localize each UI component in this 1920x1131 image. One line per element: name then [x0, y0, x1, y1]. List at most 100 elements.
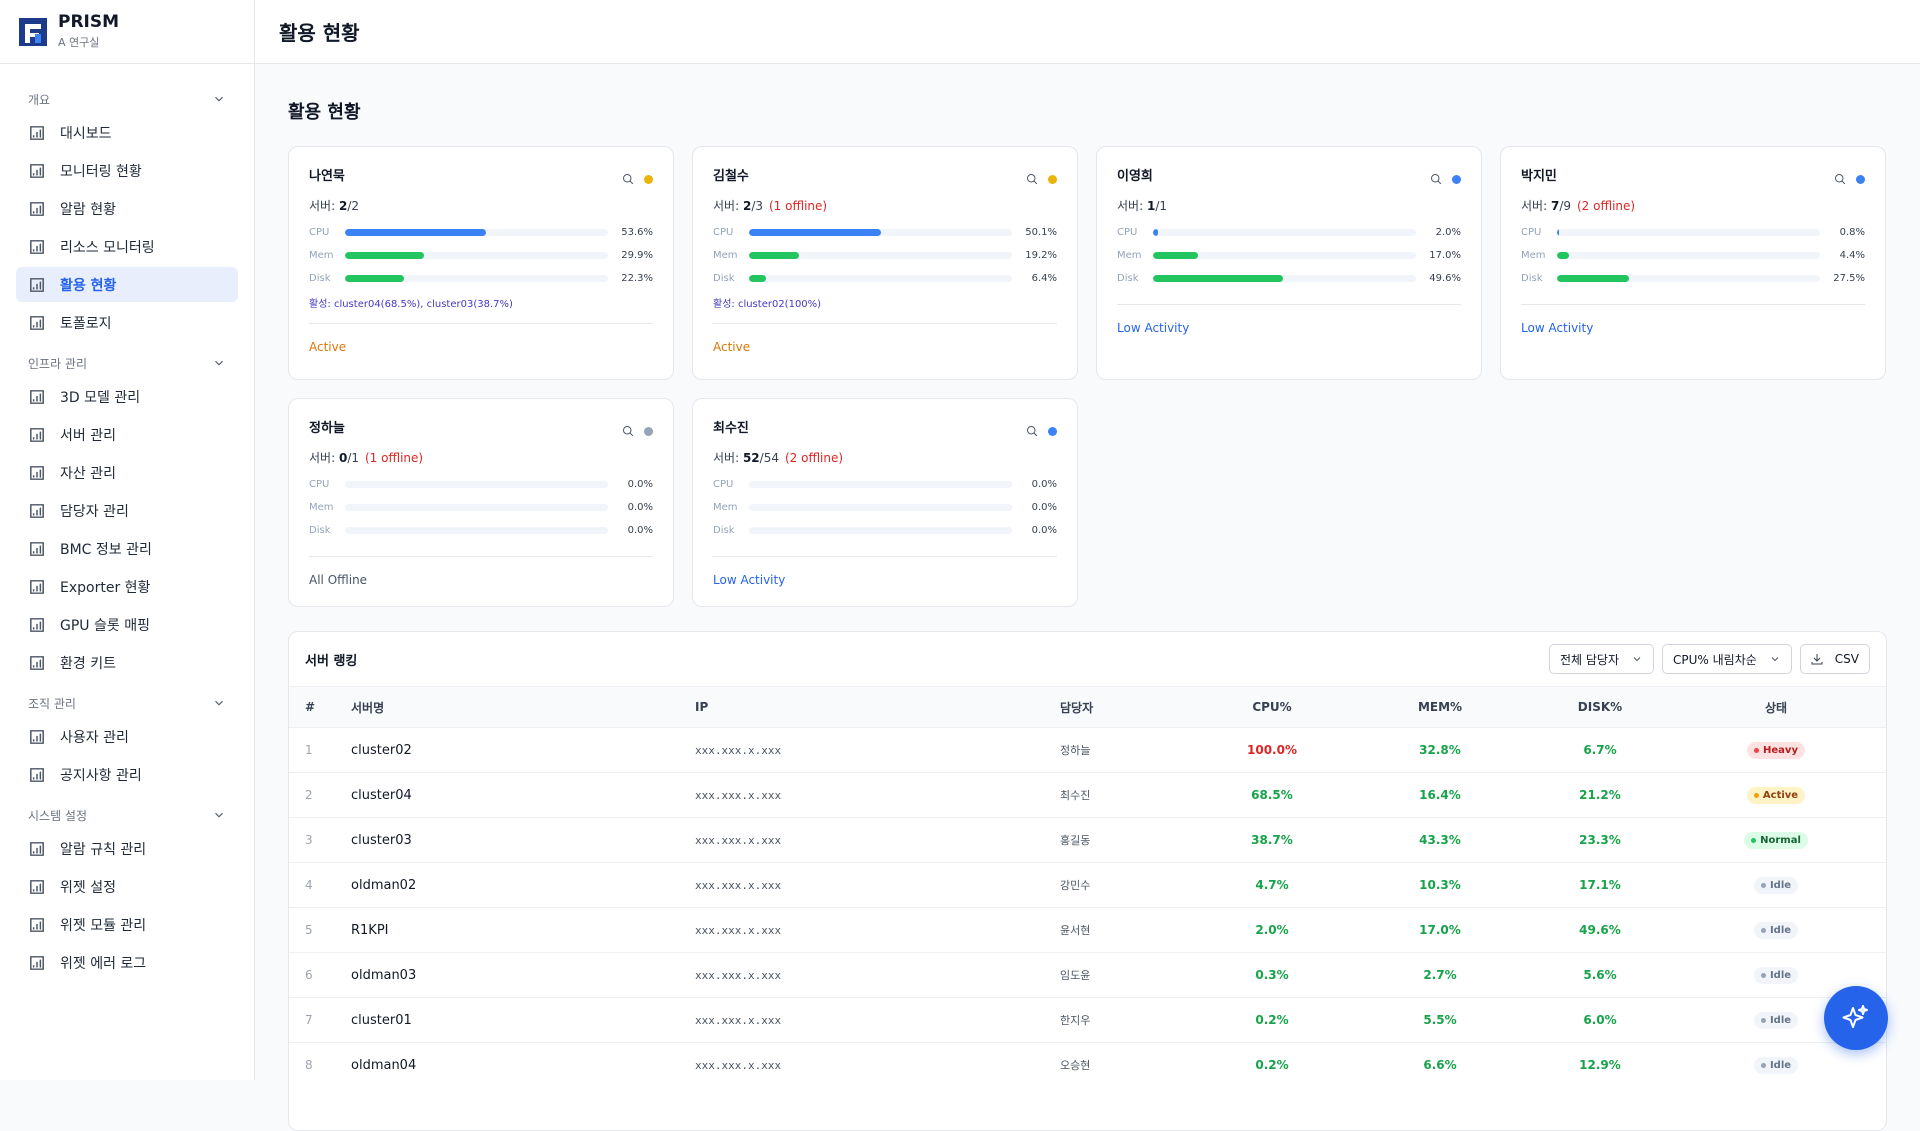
badge-label: Idle [1769, 879, 1792, 891]
csv-button[interactable]: CSV [1799, 644, 1870, 674]
metric-value: 22.3% [621, 273, 653, 284]
owner-name: 박지민 [1521, 169, 1557, 184]
cell: 0.2% [1255, 1013, 1289, 1027]
nav-item[interactable]: 서버 관리 [16, 417, 238, 452]
cell: 100.0% [1247, 743, 1297, 757]
nav-label: 3D 모델 관리 [60, 389, 141, 406]
brand: PRISM A 연구실 [0, 0, 254, 64]
servers-up: 1 [1146, 199, 1156, 213]
table-row[interactable]: 4 oldman02 xxx.xxx.x.xxx 강민수 4.7% 10.3% 17.1% I… [289, 862, 1886, 907]
cell: 23.3% [1579, 833, 1621, 847]
cell: 한지우 [1060, 1014, 1091, 1027]
nav-item[interactable]: GPU 슬롯 매핑 [16, 607, 238, 642]
nav-item[interactable]: 위젯 모듈 관리 [16, 907, 238, 942]
nav-group-title: 시스템 설정 [28, 808, 88, 823]
nav-item[interactable]: 사용자 관리 [16, 719, 238, 754]
nav-item[interactable]: 위젯 설정 [16, 869, 238, 904]
nav-item[interactable]: 활용 현황 [16, 267, 238, 302]
badge-dot [1760, 882, 1766, 888]
nav-item[interactable]: 알람 규칙 관리 [16, 831, 238, 866]
cell: 17.1% [1579, 878, 1621, 892]
nav-group[interactable]: 조직 관리 [16, 690, 238, 716]
badge-label: Idle [1769, 1014, 1792, 1026]
table-row[interactable]: 2 cluster04 xxx.xxx.x.xxx 최수진 68.5% 16.4% 21.2… [289, 772, 1886, 817]
icon [30, 655, 44, 670]
nav-item[interactable]: 담당자 관리 [16, 493, 238, 528]
nav-item[interactable]: Exporter 현황 [16, 569, 238, 604]
icon [215, 700, 223, 706]
badge-label: Idle [1769, 1059, 1792, 1071]
metric-label: CPU [1521, 227, 1542, 238]
table-row[interactable]: 5 R1KPI xxx.xxx.x.xxx 윤서현 2.0% 17.0% 49.6% Idle [289, 907, 1886, 952]
card-icons [622, 170, 653, 189]
filter-select[interactable]: CPU% 내림차순 [1662, 644, 1792, 674]
nav-item[interactable]: 모니터링 현황 [16, 153, 238, 188]
separator [309, 323, 653, 324]
metric-label: Disk [1117, 273, 1139, 284]
search-button[interactable] [1026, 170, 1038, 189]
cell: 8 [305, 1058, 313, 1072]
cell: xxx.xxx.x.xxx [695, 1013, 782, 1027]
nav-item[interactable]: 공지사항 관리 [16, 757, 238, 792]
icon [1027, 426, 1038, 437]
icon [623, 426, 634, 437]
search-button[interactable] [622, 170, 634, 189]
cell: 7 [305, 1013, 313, 1027]
icon [30, 239, 44, 254]
metric-value: 50.1% [1025, 227, 1057, 238]
cell: 5.5% [1423, 1013, 1457, 1027]
nav-item[interactable]: 대시보드 [16, 115, 238, 150]
search-button[interactable] [622, 422, 634, 441]
nav-label: 모니터링 현황 [60, 163, 142, 180]
search-button[interactable] [1430, 170, 1442, 189]
owner-name: 최수진 [713, 421, 749, 436]
search-button[interactable] [1026, 422, 1038, 441]
status-cell: Idle [1664, 876, 1886, 894]
filter-select[interactable]: 전체 담당자 [1548, 644, 1654, 674]
nav-label: 환경 키트 [60, 655, 116, 672]
cell: 43.3% [1419, 833, 1461, 847]
nav-item[interactable]: 환경 키트 [16, 645, 238, 680]
cell: 68.5% [1251, 788, 1293, 802]
cell: 1 [305, 743, 313, 757]
nav-item[interactable]: 3D 모델 관리 [16, 379, 238, 414]
table-row[interactable]: 7 cluster01 xxx.xxx.x.xxx 한지우 0.2% 5.5% 6.0% Id… [289, 997, 1886, 1042]
nav-label: 공지사항 관리 [60, 767, 142, 784]
separator [1117, 304, 1461, 305]
search-button[interactable] [1834, 170, 1846, 189]
metric-label: Mem [309, 250, 334, 261]
metric-label: Mem [309, 502, 334, 513]
table-row[interactable]: 8 oldman04 xxx.xxx.x.xxx 오승현 0.2% 6.6% 12.9% Id… [289, 1042, 1886, 1087]
table-row[interactable]: 1 cluster02 xxx.xxx.x.xxx 정하늘 100.0% 32.8% 6.7… [289, 727, 1886, 772]
icon [1771, 657, 1779, 662]
metric-track [749, 527, 1012, 534]
card-icons [1430, 170, 1461, 189]
server-count: 서버: 0/1 (1 offline) [309, 449, 653, 467]
cell: 오승현 [1060, 1059, 1091, 1072]
assistant-button[interactable] [1824, 986, 1888, 1050]
cell: 10.3% [1419, 878, 1461, 892]
servers-up: 2 [742, 199, 752, 213]
cell: 6.6% [1423, 1058, 1457, 1072]
nav-group[interactable]: 시스템 설정 [16, 802, 238, 828]
metric-label: Disk [1521, 273, 1543, 284]
nav-item[interactable]: 토폴로지 [16, 305, 238, 340]
nav-group[interactable]: 개요 [16, 86, 238, 112]
icon [30, 767, 44, 782]
nav-item[interactable]: BMC 정보 관리 [16, 531, 238, 566]
metric-label: CPU [713, 227, 734, 238]
table-row[interactable]: 6 oldman03 xxx.xxx.x.xxx 임도윤 0.3% 2.7% 5.6% Idl… [289, 952, 1886, 997]
nav-item[interactable]: 위젯 에러 로그 [16, 945, 238, 980]
metric-value: 0.0% [627, 525, 653, 536]
brand-name: PRISM [58, 12, 120, 32]
status-badge: Idle [1753, 1011, 1799, 1029]
metric-bar [749, 275, 766, 282]
nav-item[interactable]: 자산 관리 [16, 455, 238, 490]
nav-group[interactable]: 인프라 관리 [16, 350, 238, 376]
table-row[interactable]: 3 cluster03 xxx.xxx.x.xxx 홍길동 38.7% 43.3% 23.3… [289, 817, 1886, 862]
offline-count: (2 offline) [784, 451, 844, 465]
metric-bar [1557, 252, 1569, 259]
filters: 전체 담당자 CPU% 내림차순 [1541, 644, 1792, 674]
nav-item[interactable]: 리소스 모니터링 [16, 229, 238, 264]
nav-item[interactable]: 알람 현황 [16, 191, 238, 226]
